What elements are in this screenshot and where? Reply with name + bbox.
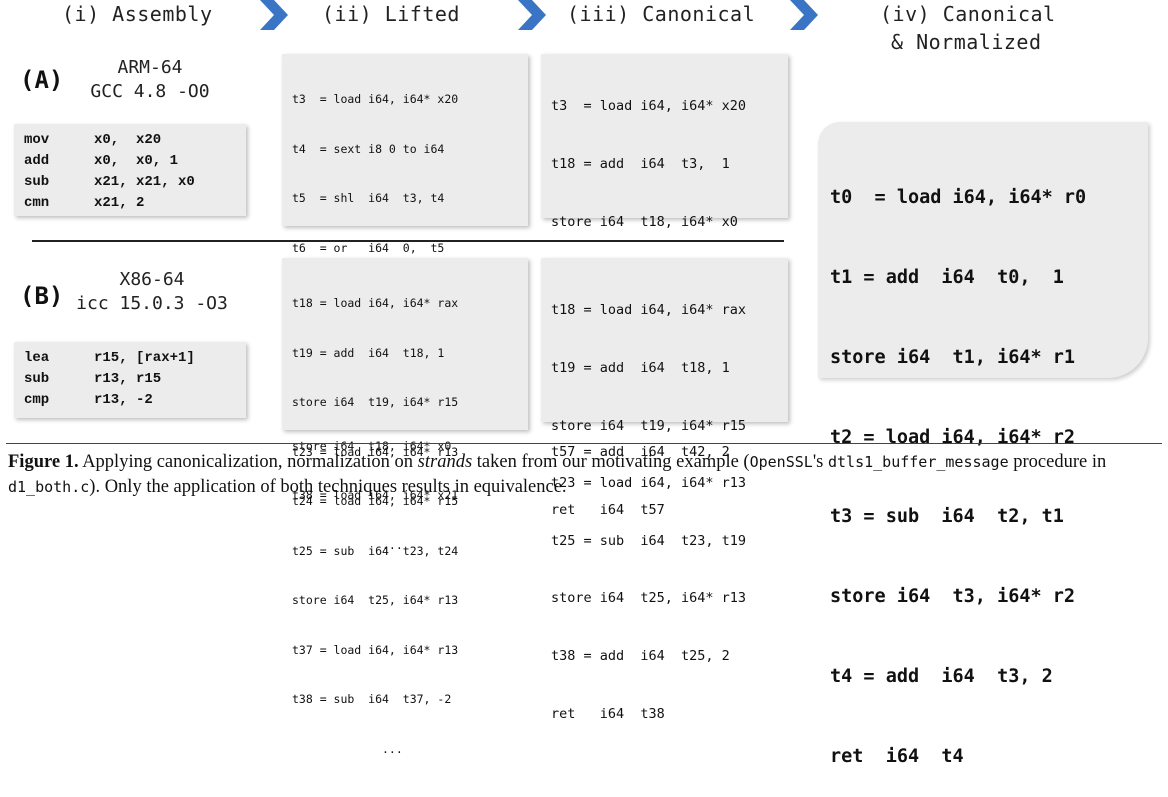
ir-line: t19 = add i64 t18, 1 xyxy=(551,360,730,377)
ir-line: t6 = or i64 0, t5 xyxy=(292,240,445,255)
ir-line: store i64 t1, i64* r1 xyxy=(830,346,1076,368)
column-title-canonical: (iii) Canonical xyxy=(567,2,756,26)
ir-line: t4 = sext i8 0 to i64 xyxy=(292,141,445,156)
row-a-lifted-box: t3 = load i64, i64* x20 t4 = sext i8 0 t… xyxy=(282,54,528,552)
caption-procedure: dtls1_buffer_message xyxy=(827,453,1009,471)
row-a-assembly-box: mov x0, x20 add x0, x0, 1 sub x21, x21, x0 … xyxy=(14,124,246,216)
row-b-arch: X86-64 xyxy=(119,269,185,290)
ir-line: t5 = shl i64 t3, t4 xyxy=(292,191,445,205)
ir-line: ... xyxy=(292,741,403,756)
ir-line: t25 = sub i64 t23, t19 xyxy=(551,532,747,549)
chevron-right-icon xyxy=(260,0,288,30)
row-b-compiler: icc 15.0.3 -O3 xyxy=(76,293,228,314)
row-a-canonical-box: t3 = load i64, i64* x20 t18 = add i64 t3… xyxy=(541,54,788,518)
normalized-box: t0 = load i64, i64* r0 t1 = add i64 t0, … xyxy=(818,122,1148,767)
ir-line: store i64 t19, i64* r15 xyxy=(292,395,459,409)
ir-line: store i64 t18, i64* x0 xyxy=(292,438,452,453)
ir-line: store i64 t3, i64* r2 xyxy=(830,586,1076,608)
ir-line: t1 = add i64 t0, 1 xyxy=(830,266,1064,288)
ir-line: ret i64 t4 xyxy=(830,745,964,767)
row-label-a: (A) xyxy=(20,66,64,94)
ir-line: store i64 t18, i64* x0 xyxy=(551,213,738,230)
asm-line: sub r13, r15 xyxy=(24,371,162,387)
ir-line: t38 = load i64, i64* x21 xyxy=(292,488,459,502)
caption-file: d1_both.c xyxy=(8,478,90,496)
caption-label: Figure 1. xyxy=(8,452,79,472)
row-b-assembly-box: lea r15, [rax+1] sub r13, r15 cmp r13, -2 xyxy=(14,342,246,418)
row-a-arch: ARM-64 xyxy=(117,57,183,78)
ir-line: t23 = load i64, i64* r13 xyxy=(292,444,459,459)
chevron-right-icon xyxy=(790,0,818,30)
row-b-lifted-box: t18 = load i64, i64* rax t19 = add i64 t… xyxy=(282,258,528,756)
figure-caption: Figure 1. Applying canonicalization, nor… xyxy=(8,452,1107,497)
ir-line: store i64 t25, i64* r13 xyxy=(292,593,459,607)
ir-line: t37 = load i64, i64* r13 xyxy=(292,642,459,657)
column-title-normalized: (iv) Canonical xyxy=(880,2,1056,26)
ir-line: t3 = sub i64 t2, t1 xyxy=(830,506,1064,528)
ir-line: t18 = add i64 t3, 1 xyxy=(551,156,730,173)
chevron-right-icon xyxy=(518,0,546,30)
ir-line: t3 = load i64, i64* x20 xyxy=(551,98,747,115)
ir-line: t4 = add i64 t3, 2 xyxy=(830,665,1053,687)
ir-line: t38 = add i64 t25, 2 xyxy=(551,648,730,665)
asm-line: lea r15, [rax+1] xyxy=(24,350,195,366)
asm-line: mov x0, x20 xyxy=(24,132,162,148)
column-title-normalized-line2: & Normalized xyxy=(891,30,1042,54)
row-a-platform: ARM-64 GCC 4.8 -O0 xyxy=(80,56,220,104)
ir-line: t38 = sub i64 t37, -2 xyxy=(292,692,452,706)
ir-line: t0 = load i64, i64* r0 xyxy=(830,187,1087,209)
caption-rule xyxy=(6,443,1162,444)
ir-line: t25 = sub i64 t23, t24 xyxy=(292,543,459,558)
ir-line: t18 = load i64, i64* rax xyxy=(551,302,747,319)
asm-line: sub x21, x21, x0 xyxy=(24,174,195,190)
ir-line: t3 = load i64, i64* x20 xyxy=(292,92,459,106)
row-label-b: (B) xyxy=(20,282,64,310)
ir-line: t57 = add i64 t42, 2 xyxy=(551,444,730,461)
ir-line: t23 = load i64, i64* r13 xyxy=(551,475,747,492)
caption-emphasis: strands xyxy=(417,452,473,472)
asm-line: add x0, x0, 1 xyxy=(24,153,179,169)
ir-line: t2 = load i64, i64* r2 xyxy=(830,426,1076,448)
column-title-assembly: (i) Assembly xyxy=(62,2,213,26)
ir-line: ret i64 t38 xyxy=(551,705,665,722)
row-a-compiler: GCC 4.8 -O0 xyxy=(90,81,210,102)
ir-line: t19 = add i64 t18, 1 xyxy=(292,345,445,360)
ir-line: store i64 t25, i64* r13 xyxy=(551,590,747,607)
row-divider xyxy=(32,240,784,242)
row-b-platform: X86-64 icc 15.0.3 -O3 xyxy=(72,268,232,316)
asm-line: cmn x21, 2 xyxy=(24,195,145,211)
ir-line: store i64 t19, i64* r15 xyxy=(551,417,747,434)
ir-line: t18 = load i64, i64* rax xyxy=(292,296,459,310)
column-title-lifted: (ii) Lifted xyxy=(322,2,460,26)
row-b-canonical-box: t18 = load i64, i64* rax t19 = add i64 t… xyxy=(541,258,788,722)
asm-line: cmp r13, -2 xyxy=(24,392,153,408)
